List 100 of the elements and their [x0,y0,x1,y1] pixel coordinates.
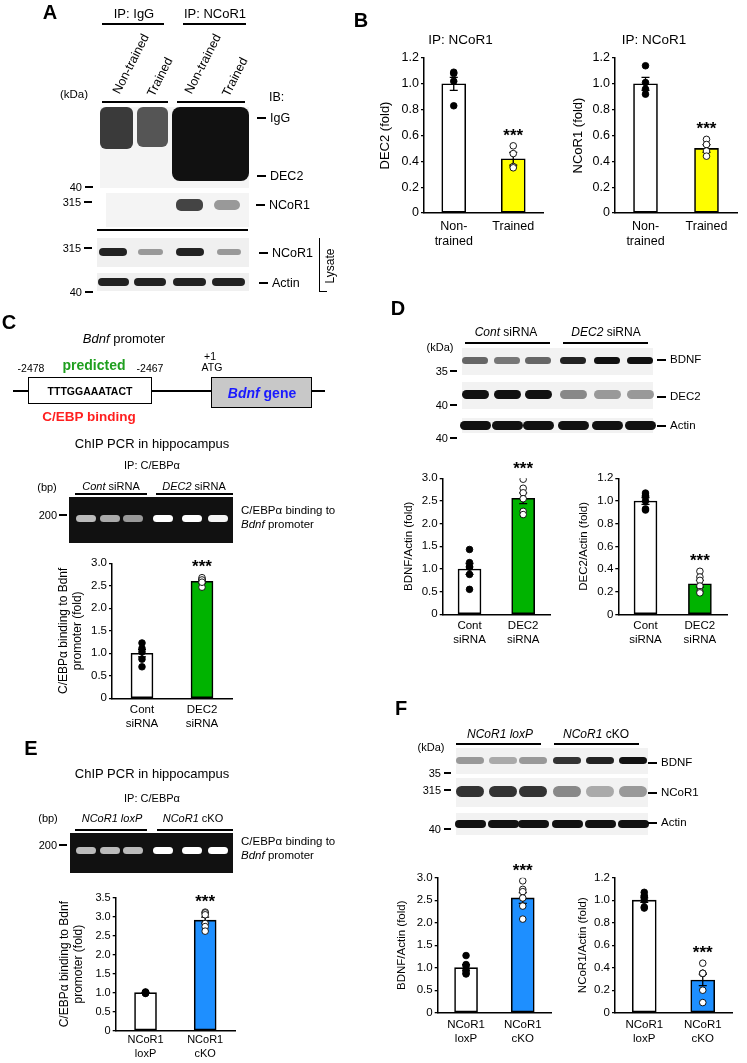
text: 40 [435,431,448,445]
y-tick-label: 0 [426,1005,433,1018]
text: 35 [428,766,441,780]
text: (bp) [38,811,58,825]
text: IP: NCoR1 [183,5,247,22]
text: (kDa) [426,340,454,354]
text: C/EBPα binding to Bdnf promoter [241,504,336,530]
y-tick-label: 0.4 [592,153,611,168]
y-tick-label: 1.0 [597,494,614,507]
text: Bdnf gene [227,384,297,402]
y-tick-label: 0 [104,1023,111,1036]
text: 40 [435,398,448,412]
text: ChIP PCR in hippocampus [74,435,230,452]
text: NCoR1 [661,786,699,800]
text: Lysate [323,248,338,284]
text: Actin [272,275,300,291]
y-tick-label: 1.0 [592,76,611,91]
y-tick-label: 0.2 [592,179,611,194]
y-tick-label: 3.0 [416,870,433,883]
y-tick-label: 0 [431,607,438,620]
text: DEC2 [670,390,701,404]
annotation: *** [195,891,216,911]
x-tick-label: Trained [492,218,535,233]
text: NCoR1 [269,197,310,213]
text: C [1,310,17,334]
text: 200 [38,508,57,522]
x-tick-label: DEC2 siRNA [506,619,540,646]
y-tick-label: 3.5 [95,890,111,903]
y-tick-label: 3.0 [91,556,107,569]
text: ChIP PCR in hippocampus [74,765,230,782]
x-tick-label: Non-trained [434,218,473,248]
x-tick-label: NCoR1 cKO [683,1017,722,1044]
y-tick-label: 0.5 [416,983,433,996]
chart-title: IP: NCoR1 [428,31,493,47]
annotation: *** [689,551,711,570]
y-tick-label: 0.5 [91,668,107,681]
text: 315 [62,195,81,209]
x-tick-label: Cont siRNA [453,619,487,646]
x-tick-label: Cont siRNA [629,619,663,646]
y-tick-label: 1.0 [95,985,111,998]
y-tick-label: 0.4 [594,960,611,973]
text: Actin [661,816,687,830]
y-tick-label: 1.2 [592,50,611,65]
x-tick-label: DEC2 siRNA [683,619,717,646]
y-tick-label: 0 [412,205,420,220]
text: 315 [62,241,81,255]
text: 35 [435,364,448,378]
chart-title: IP: NCoR1 [621,31,687,47]
y-tick-label: 0 [100,691,107,704]
x-tick-label: Trained [685,218,728,233]
y-tick-label: 2.5 [421,494,438,507]
text: A [42,0,58,24]
y-tick-label: 1.5 [91,623,107,636]
text: Cont siRNA [82,479,140,493]
text: DEC2 siRNA [571,325,641,340]
y-tick-label: 2.5 [95,928,111,941]
y-tick-label: 2.5 [91,578,107,591]
text: C/EBPα binding to Bdnf promoter [241,835,336,861]
y-tick-label: 2.0 [421,516,438,529]
text: D [390,296,406,320]
text: (kDa) [59,88,89,102]
y-tick-label: 0.8 [594,915,610,928]
y-axis-title: NCoR1/Actin (fold) [576,897,589,994]
x-tick-label: NCoR1 cKO [187,1033,224,1059]
text: IP: C/EBPα [124,791,180,805]
y-tick-label: 1.0 [421,562,438,575]
text: 40 [69,285,82,299]
text: NCoR1 [272,245,313,261]
y-tick-label: 0.8 [401,102,420,117]
annotation: *** [696,119,717,139]
y-axis-title: BDNF/Actin (fold) [395,900,408,990]
text: F [394,696,408,720]
text: +1 [204,349,216,363]
y-tick-label: 1.2 [594,870,610,883]
text: predicted [62,356,126,374]
y-tick-label: 0 [603,1005,610,1018]
text: (bp) [37,480,57,494]
y-tick-label: 0.6 [597,539,614,552]
y-axis-title: DEC2/Actin (fold) [577,501,590,591]
text: 315 [422,783,441,797]
text: 40 [69,180,82,194]
text: TTTGGAAATACT [47,384,133,398]
y-tick-label: 0.5 [95,1004,111,1017]
text: -2478 [17,361,45,375]
y-tick-label: 0 [606,607,614,620]
y-tick-label: 0.2 [597,584,614,597]
text: C/EBP binding [42,409,136,425]
text: IgG [270,110,291,126]
y-tick-label: 1.0 [416,960,433,973]
y-tick-label: 1.0 [401,76,420,91]
text: NCoR1 cKO [162,811,224,825]
y-tick-label: 0.2 [401,179,420,194]
y-tick-label: 2.0 [95,947,111,960]
x-tick-label: NCoR1 cKO [503,1017,542,1044]
text: NCoR1 loxP [466,727,534,742]
y-tick-label: 2.5 [416,893,433,906]
text: Bdnf promoter [82,330,166,347]
y-tick-label: 0.6 [594,938,610,951]
x-tick-label: NCoR1 loxP [127,1033,164,1059]
y-tick-label: 2.0 [91,601,107,614]
